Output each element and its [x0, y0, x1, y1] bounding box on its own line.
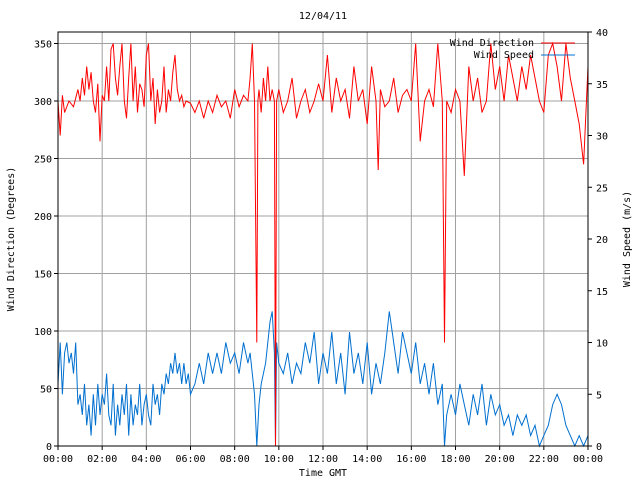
x-tick-label: 00:00 [43, 454, 73, 465]
legend: Wind Direction Wind Speed [450, 38, 575, 61]
y2-tick-label: 40 [596, 28, 608, 39]
y2-tick-label: 10 [596, 339, 608, 350]
series-layer [57, 41, 589, 448]
legend-label-direction: Wind Direction [450, 38, 534, 49]
y2-tick-label: 35 [596, 80, 608, 91]
y-tick-label: 150 [34, 270, 52, 281]
x-tick-label: 12:00 [308, 454, 338, 465]
y-axis-label: Wind Direction (Degrees) [6, 167, 17, 312]
y2-axis-label: Wind Speed (m/s) [622, 191, 633, 287]
x-tick-label: 20:00 [485, 454, 515, 465]
x-tick-label: 14:00 [352, 454, 382, 465]
x-tick-label: 00:00 [573, 454, 603, 465]
y-tick-label: 200 [34, 212, 52, 223]
axis-ticks: 00:00 02:00 04:00 06:00 08:00 10:00 12:00 14:00… [34, 28, 608, 465]
x-tick-label: 10:00 [264, 454, 294, 465]
series-wind-speed-line [57, 311, 589, 448]
y-tick-label: 350 [34, 40, 52, 51]
x-tick-label: 08:00 [220, 454, 250, 465]
y-tick-label: 50 [40, 385, 52, 396]
x-tick-label: 02:00 [87, 454, 117, 465]
y-tick-label: 100 [34, 327, 52, 338]
x-tick-label: 22:00 [529, 454, 559, 465]
y2-tick-label: 30 [596, 132, 608, 143]
chart-title: 12/04/11 [299, 11, 347, 22]
y-tick-label: 250 [34, 155, 52, 166]
x-tick-label: 18:00 [440, 454, 470, 465]
x-tick-label: 06:00 [175, 454, 205, 465]
legend-label-speed: Wind Speed [474, 50, 534, 61]
y2-tick-label: 5 [596, 390, 602, 401]
series-wind-direction-line [57, 41, 589, 447]
y2-tick-label: 25 [596, 183, 608, 194]
x-axis-label: Time GMT [299, 468, 347, 479]
x-tick-label: 16:00 [396, 454, 426, 465]
x-tick-label: 04:00 [131, 454, 161, 465]
y2-tick-label: 15 [596, 287, 608, 298]
y-tick-label: 0 [46, 442, 52, 453]
y2-tick-label: 20 [596, 235, 608, 246]
y-tick-label: 300 [34, 97, 52, 108]
y2-tick-label: 0 [596, 442, 602, 453]
